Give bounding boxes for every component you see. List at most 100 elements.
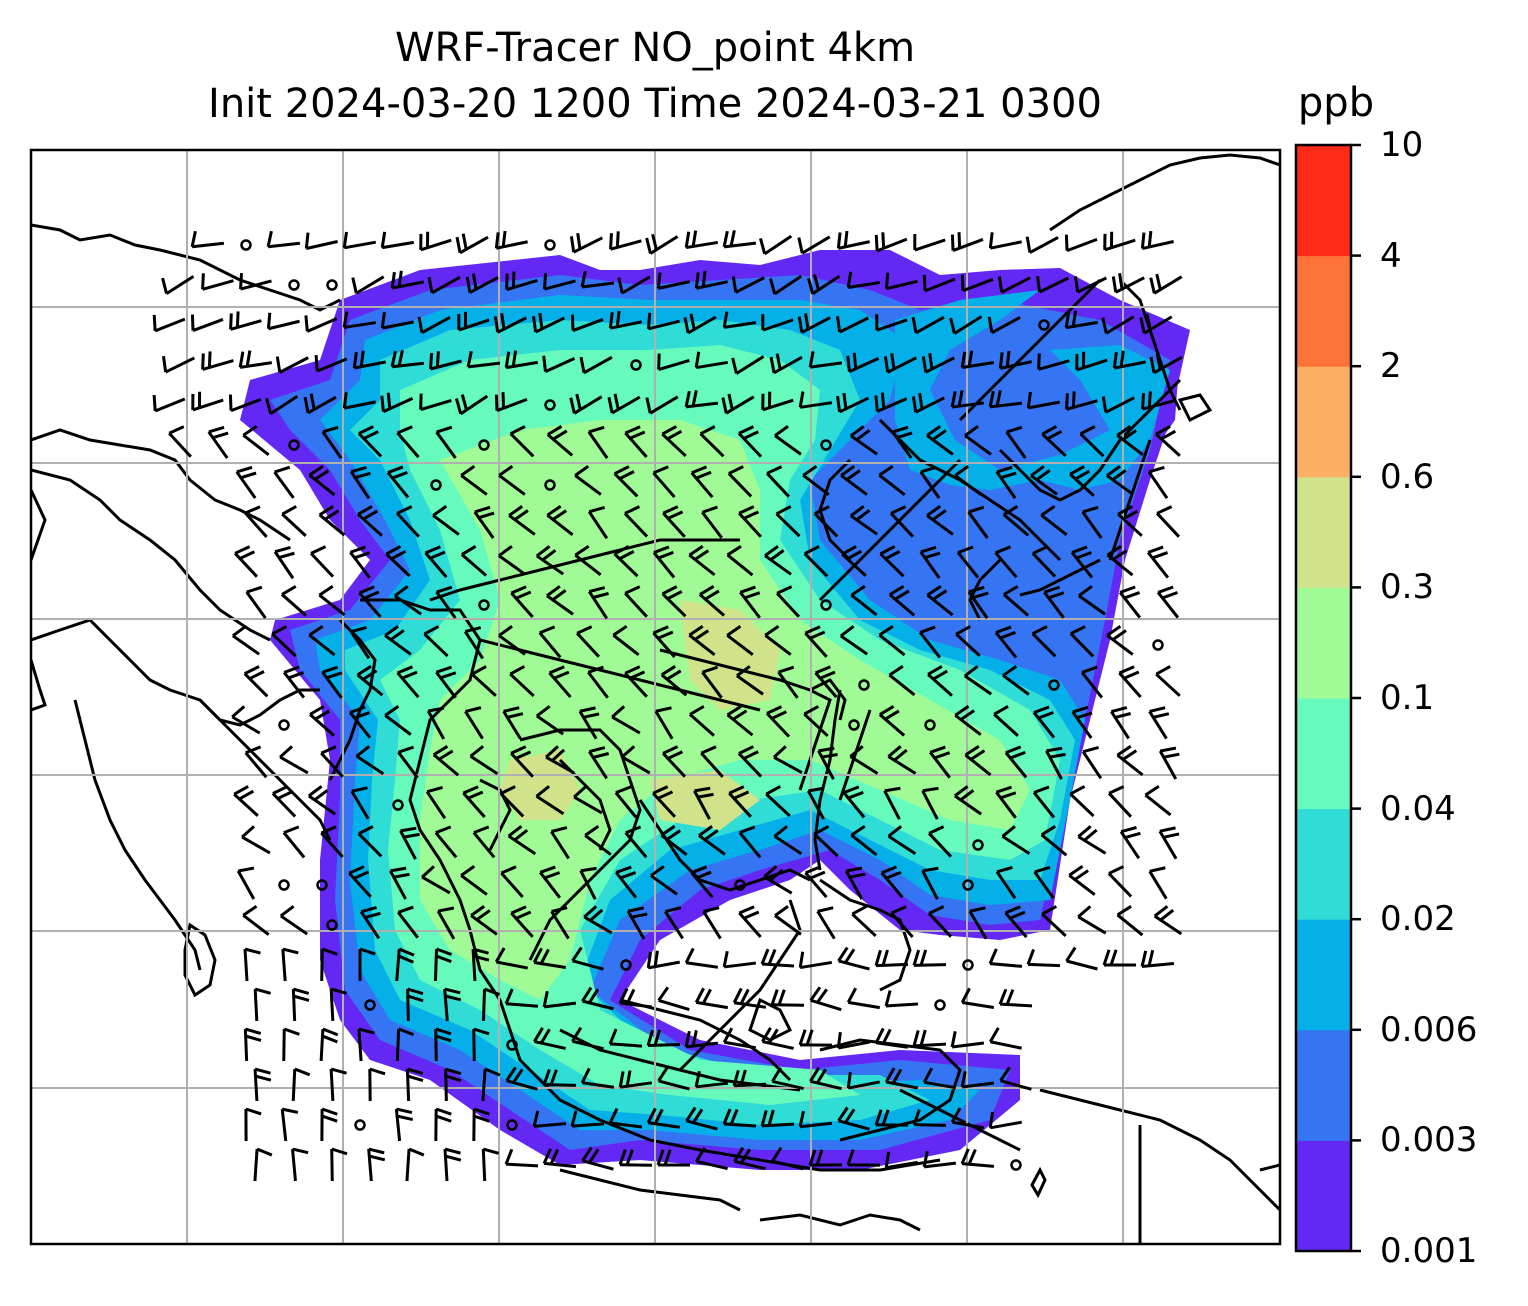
wind-barb (728, 785, 752, 818)
wind-barb (1002, 585, 1030, 617)
wind-barb (465, 273, 499, 294)
wind-barb (1155, 665, 1181, 697)
calm-wind-marker (734, 879, 746, 891)
wind-barb (798, 391, 833, 409)
wind-barb (998, 350, 1032, 370)
wind-barb (308, 465, 336, 497)
wind-barb (266, 230, 301, 249)
wind-barb (1031, 545, 1057, 578)
wind-barb (608, 1107, 643, 1129)
wind-barb (538, 625, 562, 659)
wind-barb (587, 506, 609, 540)
wind-barb (884, 990, 919, 1008)
wind-barb (330, 1147, 348, 1182)
wind-barb (1032, 785, 1056, 819)
wind-barb (929, 745, 951, 779)
wind-barb (350, 786, 370, 820)
wind-barb (761, 391, 794, 412)
wind-barb (726, 545, 754, 577)
colorbar-swatch (1296, 698, 1351, 810)
calm-wind-marker (848, 719, 860, 731)
wind-barb (960, 1148, 995, 1168)
wind-barb (803, 705, 829, 738)
colorbar-swatch (1296, 145, 1351, 257)
wind-barb (836, 1031, 870, 1050)
wind-barb (846, 1149, 881, 1167)
wind-barb (357, 505, 383, 537)
calm-wind-marker (1048, 679, 1060, 691)
wind-barb (580, 270, 615, 289)
wind-barb (1030, 465, 1058, 496)
wind-barb (320, 947, 338, 982)
wind-barb (570, 1110, 605, 1128)
wind-barb (425, 786, 447, 820)
wind-barb (385, 545, 411, 578)
wind-barb (356, 665, 384, 697)
wind-barb (510, 905, 534, 938)
wind-barb (279, 905, 309, 936)
wind-barb (1116, 745, 1144, 777)
wind-barb (229, 311, 262, 331)
wind-barb (238, 350, 273, 369)
wind-barb (434, 825, 458, 859)
wind-barb (358, 947, 376, 982)
calm-wind-marker (288, 439, 300, 451)
wind-barb (774, 905, 802, 936)
wind-barb (386, 465, 410, 499)
wind-barb (652, 785, 676, 818)
wind-barb (1033, 865, 1055, 899)
wind-barb (850, 425, 878, 456)
calm-wind-marker (430, 479, 442, 491)
wind-barb (587, 665, 609, 699)
wind-barb (809, 1066, 842, 1091)
wind-barb (1158, 746, 1180, 780)
wind-barb (282, 665, 306, 699)
wind-barb (772, 745, 803, 775)
wind-barb (588, 746, 610, 780)
wind-barb (960, 987, 995, 1009)
wind-barb (623, 505, 649, 538)
wind-barb (652, 465, 676, 499)
wind-barb (611, 705, 641, 735)
wind-barb (1103, 231, 1136, 252)
wind-barb (722, 311, 757, 329)
wind-barb (576, 625, 600, 658)
wind-barb (399, 826, 420, 860)
wind-barb (581, 986, 614, 1011)
wind-barb (1117, 505, 1143, 537)
calm-wind-marker (544, 479, 556, 491)
wind-barb (1040, 505, 1068, 536)
wind-barb (613, 545, 639, 578)
wind-barb (583, 905, 613, 935)
wind-barb (722, 1027, 757, 1050)
wind-barb (874, 949, 909, 968)
wind-barb (265, 395, 299, 415)
wind-barb (664, 906, 684, 940)
calm-wind-marker (630, 359, 642, 371)
wind-barb (406, 987, 424, 1022)
wind-barb (1002, 665, 1030, 696)
wind-barb (849, 505, 878, 536)
wind-barb (1140, 949, 1175, 968)
wind-barb (161, 275, 195, 295)
wind-barb (646, 1029, 681, 1048)
wind-barb (1155, 425, 1181, 457)
wind-barb (502, 706, 524, 740)
wind-barb (318, 505, 346, 537)
wind-barb (1148, 706, 1170, 740)
wind-barb (764, 625, 792, 656)
wind-barb (531, 312, 566, 334)
wind-barb (543, 273, 576, 291)
wind-barb (231, 705, 261, 735)
wind-barb (1144, 785, 1172, 817)
wind-barb (308, 625, 336, 657)
wind-barb (507, 825, 537, 856)
field-band-7c (650, 770, 760, 830)
wind-barb (765, 465, 791, 498)
wind-barb (771, 1146, 804, 1171)
wind-barb (656, 272, 690, 290)
colorbar-swatch (1296, 808, 1351, 920)
wind-barb (994, 545, 1018, 579)
wind-barb (499, 785, 525, 818)
wind-barb (321, 665, 343, 699)
